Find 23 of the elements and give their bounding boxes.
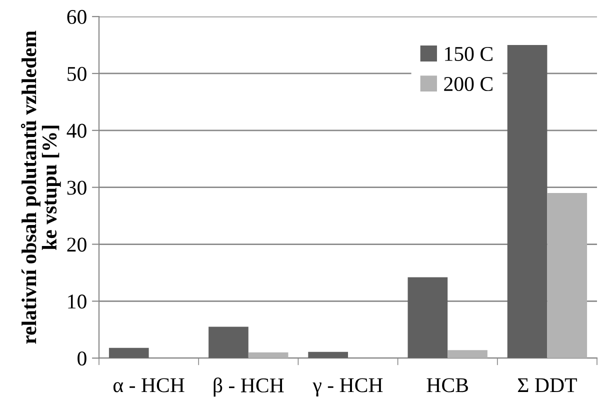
bar — [507, 45, 548, 358]
bar — [547, 193, 588, 358]
x-tick-label: Σ DDT — [518, 378, 577, 392]
y-tick-label: 20 — [67, 238, 86, 252]
y-tick-label: 10 — [68, 294, 86, 309]
bar — [108, 348, 149, 358]
bar — [308, 352, 348, 358]
bar — [408, 277, 448, 358]
y-tick-label: 40 — [66, 124, 86, 138]
legend-label: 150 C — [445, 46, 492, 61]
x-tick-label: HCB — [426, 378, 468, 392]
x-tick-label: β - HCH — [214, 378, 284, 397]
x-tick-label: α - HCH — [113, 378, 184, 392]
bar — [248, 352, 288, 358]
y-axis-title: relativní obsah polutantů vzhledem ke vstupu [%] — [20, 30, 61, 344]
y-tick-label: 30 — [67, 180, 86, 195]
bar — [448, 350, 488, 358]
legend-label: 200 C — [444, 76, 492, 92]
y-tick-label: 50 — [68, 66, 86, 81]
y-tick-label: 0 — [78, 351, 86, 366]
x-tick-label: γ - HCH — [312, 378, 383, 396]
bar — [208, 326, 248, 358]
y-tick-label: 60 — [67, 10, 86, 24]
